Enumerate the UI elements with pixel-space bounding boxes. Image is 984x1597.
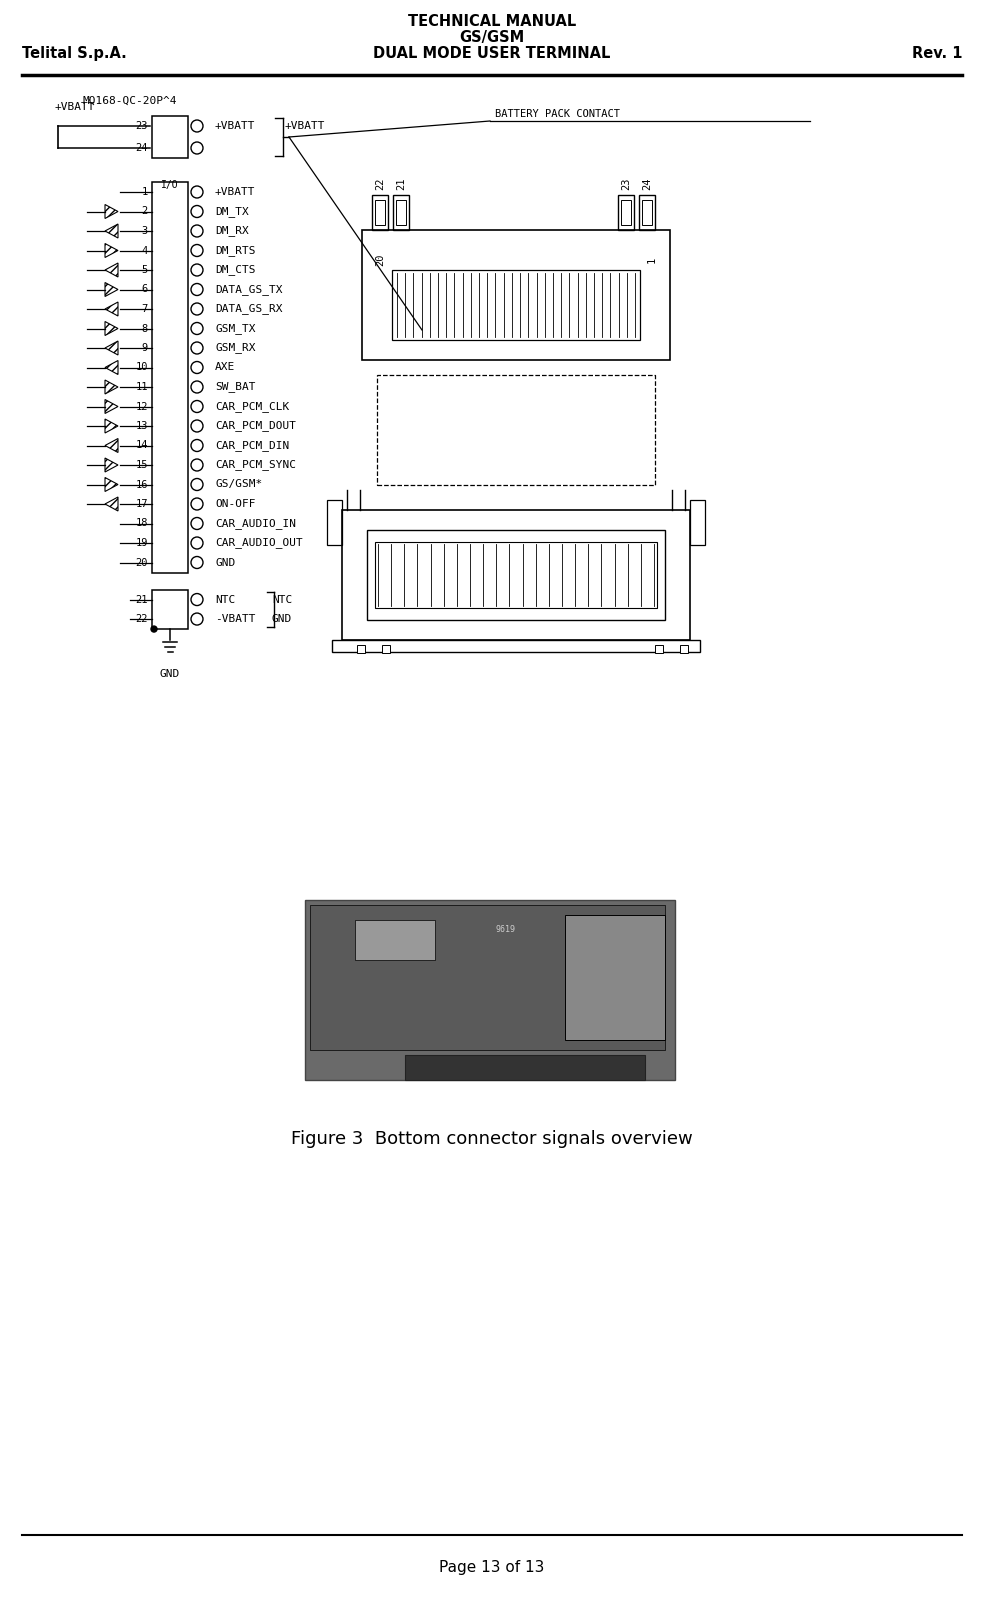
Text: Telital S.p.A.: Telital S.p.A. bbox=[22, 46, 127, 61]
Text: GND: GND bbox=[215, 557, 235, 567]
Text: +VBATT: +VBATT bbox=[285, 121, 326, 131]
Text: 21: 21 bbox=[396, 177, 406, 190]
Bar bbox=[642, 200, 652, 225]
Text: 7: 7 bbox=[142, 303, 148, 315]
Bar bbox=[355, 920, 435, 960]
Bar bbox=[152, 589, 188, 629]
Text: ON-OFF: ON-OFF bbox=[215, 498, 256, 509]
Text: I/O: I/O bbox=[161, 180, 179, 190]
Text: BATTERY PACK CONTACT: BATTERY PACK CONTACT bbox=[495, 109, 620, 120]
Text: 1: 1 bbox=[142, 187, 148, 196]
Bar bbox=[690, 500, 705, 545]
Text: Figure 3  Bottom connector signals overview: Figure 3 Bottom connector signals overvi… bbox=[291, 1131, 693, 1148]
Text: DM_RX: DM_RX bbox=[215, 225, 249, 236]
Text: GSM_TX: GSM_TX bbox=[215, 323, 256, 334]
Bar bbox=[621, 200, 631, 225]
Bar bbox=[565, 915, 665, 1040]
Text: 9: 9 bbox=[142, 343, 148, 353]
Text: 20: 20 bbox=[136, 557, 148, 567]
Text: 1: 1 bbox=[647, 257, 657, 264]
Text: 20: 20 bbox=[375, 254, 385, 267]
Text: MQ168-QC-20P^4: MQ168-QC-20P^4 bbox=[83, 96, 177, 105]
Bar bbox=[310, 905, 665, 1049]
Text: -VBATT: -VBATT bbox=[215, 615, 256, 624]
Bar bbox=[405, 1056, 645, 1080]
Bar bbox=[382, 645, 390, 653]
Text: 14: 14 bbox=[136, 441, 148, 450]
Bar bbox=[327, 500, 342, 545]
Text: +VBATT: +VBATT bbox=[215, 187, 256, 196]
Text: 15: 15 bbox=[136, 460, 148, 470]
Text: Rev. 1: Rev. 1 bbox=[911, 46, 962, 61]
Text: 5: 5 bbox=[142, 265, 148, 275]
Text: 11: 11 bbox=[136, 382, 148, 391]
Text: 23: 23 bbox=[136, 121, 148, 131]
Text: +VBATT: +VBATT bbox=[215, 121, 256, 131]
Bar bbox=[680, 645, 688, 653]
Text: 12: 12 bbox=[136, 401, 148, 412]
Bar bbox=[377, 375, 655, 485]
Text: DM_TX: DM_TX bbox=[215, 206, 249, 217]
Text: 16: 16 bbox=[136, 479, 148, 490]
Text: 9619: 9619 bbox=[495, 926, 515, 934]
Bar bbox=[332, 640, 700, 652]
Bar bbox=[152, 182, 188, 572]
Text: TECHNICAL MANUAL: TECHNICAL MANUAL bbox=[408, 14, 576, 29]
Text: CAR_PCM_DOUT: CAR_PCM_DOUT bbox=[215, 420, 296, 431]
Text: 6: 6 bbox=[142, 284, 148, 294]
Bar bbox=[152, 117, 188, 158]
Text: DATA_GS_RX: DATA_GS_RX bbox=[215, 303, 282, 315]
Text: NTC: NTC bbox=[272, 594, 292, 605]
Text: GND: GND bbox=[159, 669, 180, 679]
Text: 17: 17 bbox=[136, 498, 148, 509]
Bar bbox=[393, 195, 409, 230]
Text: DM_CTS: DM_CTS bbox=[215, 265, 256, 275]
Text: 13: 13 bbox=[136, 422, 148, 431]
Text: 10: 10 bbox=[136, 363, 148, 372]
Text: 23: 23 bbox=[621, 177, 631, 190]
Text: SW_BAT: SW_BAT bbox=[215, 382, 256, 393]
Circle shape bbox=[151, 626, 157, 632]
Bar bbox=[357, 645, 365, 653]
Text: 24: 24 bbox=[642, 177, 652, 190]
Text: 3: 3 bbox=[142, 227, 148, 236]
Bar bbox=[342, 509, 690, 640]
Text: 4: 4 bbox=[142, 246, 148, 256]
Text: NTC: NTC bbox=[215, 594, 235, 605]
Bar bbox=[396, 200, 406, 225]
Text: Page 13 of 13: Page 13 of 13 bbox=[439, 1560, 545, 1575]
Text: AXE: AXE bbox=[215, 363, 235, 372]
Text: 22: 22 bbox=[375, 177, 385, 190]
Bar bbox=[392, 270, 640, 340]
Text: 19: 19 bbox=[136, 538, 148, 548]
Text: CAR_AUDIO_OUT: CAR_AUDIO_OUT bbox=[215, 538, 303, 548]
Text: DUAL MODE USER TERMINAL: DUAL MODE USER TERMINAL bbox=[373, 46, 611, 61]
Text: CAR_PCM_CLK: CAR_PCM_CLK bbox=[215, 401, 289, 412]
Text: 2: 2 bbox=[142, 206, 148, 217]
Text: 21: 21 bbox=[136, 594, 148, 605]
Text: CAR_AUDIO_IN: CAR_AUDIO_IN bbox=[215, 517, 296, 529]
Text: 24: 24 bbox=[136, 144, 148, 153]
Bar bbox=[362, 230, 670, 359]
Bar bbox=[618, 195, 634, 230]
Bar bbox=[305, 901, 675, 1080]
Text: GND: GND bbox=[272, 615, 292, 624]
Bar bbox=[375, 541, 657, 608]
Text: GS/GSM: GS/GSM bbox=[460, 30, 524, 45]
Bar bbox=[639, 195, 655, 230]
Text: +VBATT: +VBATT bbox=[55, 102, 95, 112]
Text: 22: 22 bbox=[136, 615, 148, 624]
Text: 8: 8 bbox=[142, 324, 148, 334]
Text: GS/GSM*: GS/GSM* bbox=[215, 479, 263, 490]
Text: GSM_RX: GSM_RX bbox=[215, 342, 256, 353]
Text: CAR_PCM_DIN: CAR_PCM_DIN bbox=[215, 441, 289, 450]
Bar bbox=[367, 530, 665, 620]
Text: DATA_GS_TX: DATA_GS_TX bbox=[215, 284, 282, 295]
Bar bbox=[655, 645, 663, 653]
Text: DM_RTS: DM_RTS bbox=[215, 244, 256, 256]
Text: 18: 18 bbox=[136, 519, 148, 529]
Bar bbox=[375, 200, 385, 225]
Bar bbox=[372, 195, 388, 230]
Text: CAR_PCM_SYNC: CAR_PCM_SYNC bbox=[215, 460, 296, 471]
